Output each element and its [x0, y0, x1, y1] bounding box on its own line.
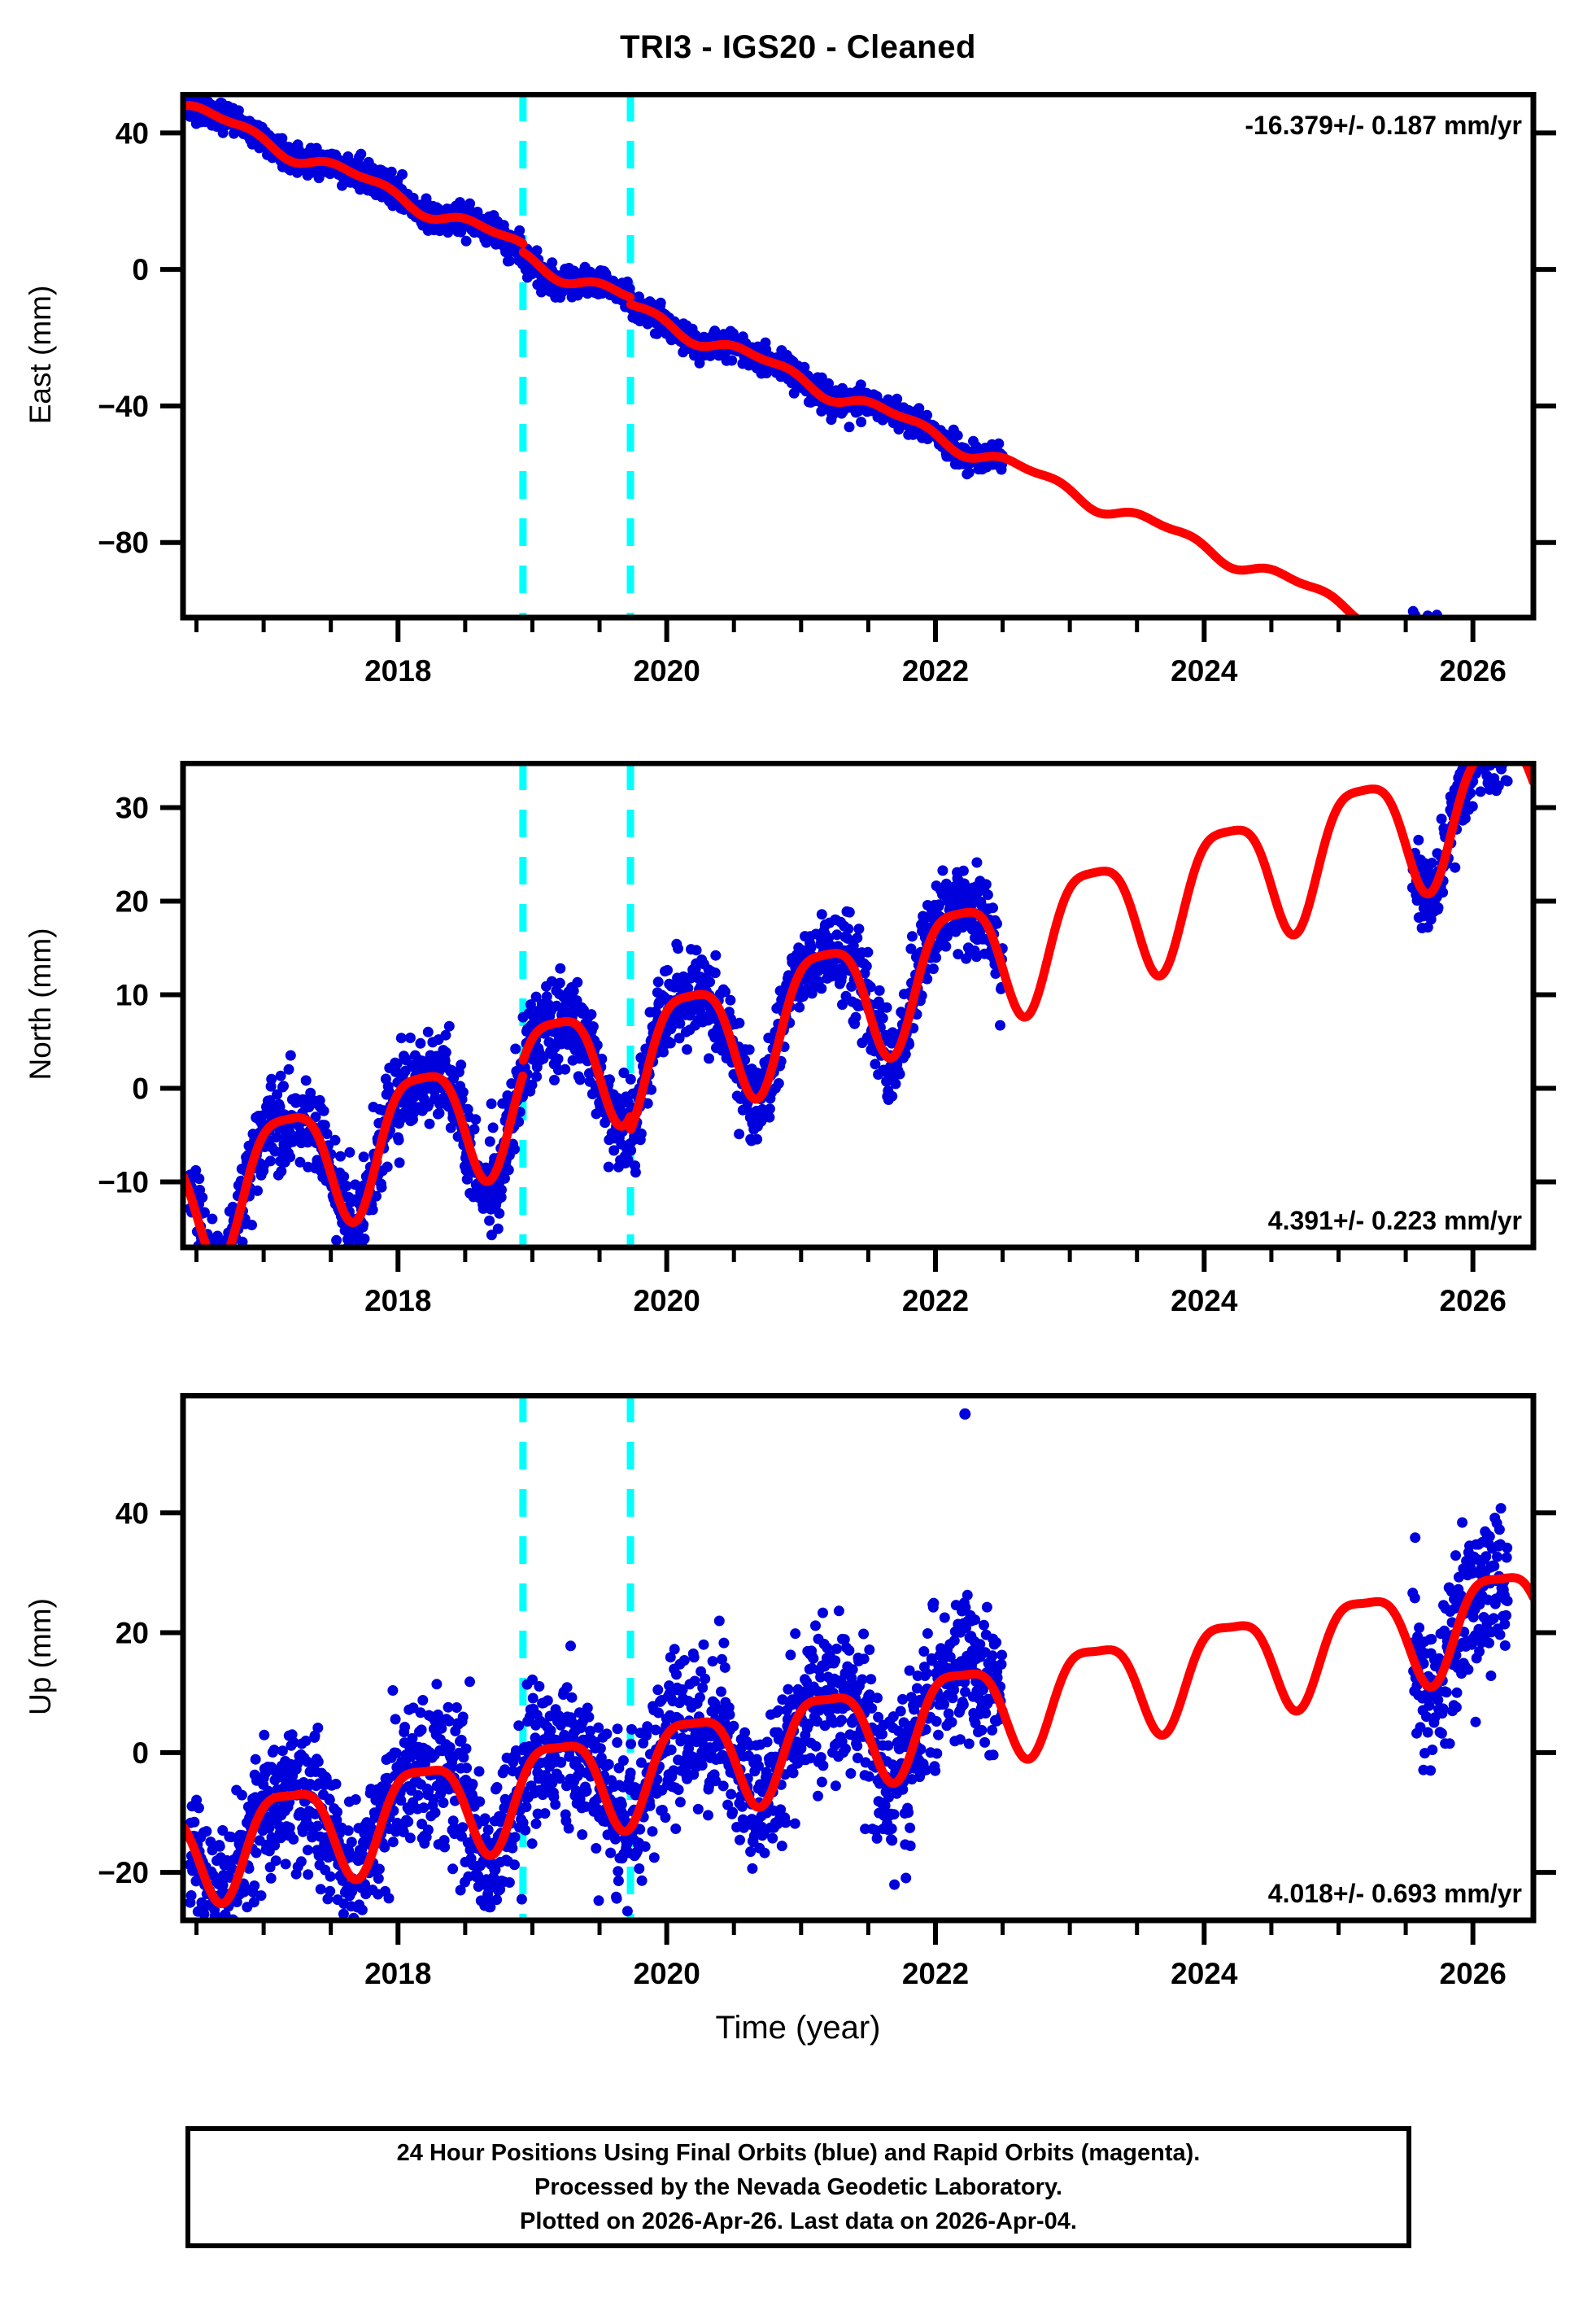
xtick-label: 2026 [1440, 1957, 1507, 1990]
xtick-label: 2026 [1440, 654, 1507, 688]
caption-box: 24 Hour Positions Using Final Orbits (bl… [185, 2126, 1411, 2248]
ytick-label: −20 [98, 1856, 149, 1889]
axes-frame-north-component [180, 761, 1537, 1251]
page-title: TRI3 - IGS20 - Cleaned [620, 29, 976, 65]
xtick-label: 2020 [633, 654, 700, 688]
ytick-label: −40 [98, 390, 149, 423]
ytick-label: 20 [116, 1617, 149, 1650]
xtick-label: 2018 [364, 1957, 431, 1990]
xtick-label: 2024 [1171, 1957, 1238, 1990]
data-points-east-component [185, 92, 1442, 618]
xtick-label: 2018 [364, 654, 431, 688]
ytick-label: 30 [116, 792, 149, 825]
model-curve-east-component [183, 101, 1363, 618]
ytick-label: 0 [132, 1736, 149, 1770]
plot-area-east-component [183, 92, 1442, 618]
data-points-up-component [184, 1408, 1513, 1920]
rate-label-up-component: 4.018+/- 0.693 mm/yr [1268, 1879, 1522, 1908]
ytick-label: 0 [132, 253, 149, 286]
ylabel-north-component: North (mm) [24, 928, 57, 1080]
ytick-label: 20 [116, 885, 149, 919]
axes-frame-east-component [180, 92, 1537, 621]
caption-line-2: Processed by the Nevada Geodetic Laborat… [534, 2174, 1062, 2200]
xtick-label: 2022 [902, 1284, 969, 1317]
panel-up: 2018 2020 2022 2024 2026 40 20 0 −20 Up (mm) 4.018… [0, 1393, 1596, 2018]
plot-area-up-component [183, 1395, 1533, 1920]
panel-east: 2018 2020 2022 2024 2026 40 0 −40 −80 East (mm) -1… [0, 92, 1596, 715]
xtick-label: 2018 [364, 1284, 431, 1317]
caption-line-3: Plotted on 2026-Apr-26. Last data on 202… [520, 2208, 1077, 2234]
model-curve-north-component [183, 761, 1533, 1247]
ytick-label: −10 [98, 1166, 149, 1199]
xtick-label: 2020 [633, 1957, 700, 1990]
data-points-north-component [184, 761, 1513, 1247]
model-curve-up-component [183, 1573, 1533, 1909]
rate-label-east-component: -16.379+/- 0.187 mm/yr [1245, 111, 1522, 140]
xaxis-title: Time (year) [715, 2010, 881, 2046]
ylabel-east-component: East (mm) [24, 286, 57, 425]
xtick-label: 2022 [902, 654, 969, 688]
plot-area-north-component [183, 761, 1533, 1247]
chart-east-component: 2018 2020 2022 2024 2026 40 0 −40 −80 East (mm) -1… [24, 92, 1556, 688]
rate-label-north-component: 4.391+/- 0.223 mm/yr [1268, 1206, 1522, 1235]
xtick-label: 2026 [1440, 1284, 1507, 1317]
xtick-label: 2020 [633, 1284, 700, 1317]
ytick-label: 0 [132, 1072, 149, 1106]
ytick-label: 10 [116, 979, 149, 1012]
ytick-label: −80 [98, 526, 149, 560]
ytick-label: 40 [116, 116, 149, 150]
ylabel-up-component: Up (mm) [24, 1598, 57, 1715]
chart-north-component: 2018 2020 2022 2024 2026 30 20 10 0 −10 North (mm)… [24, 761, 1556, 1317]
ytick-label: 40 [116, 1496, 149, 1530]
xtick-label: 2024 [1171, 1284, 1238, 1317]
xtick-label: 2024 [1171, 654, 1238, 688]
panel-north: 2018 2020 2022 2024 2026 30 20 10 0 −10 North (mm)… [0, 761, 1596, 1345]
xtick-label: 2022 [902, 1957, 969, 1990]
axes-frame-up-component [180, 1393, 1537, 1924]
chart-up-component: 2018 2020 2022 2024 2026 40 20 0 −20 Up (mm) 4.018… [24, 1393, 1556, 1990]
caption-line-1: 24 Hour Positions Using Final Orbits (bl… [396, 2140, 1201, 2166]
